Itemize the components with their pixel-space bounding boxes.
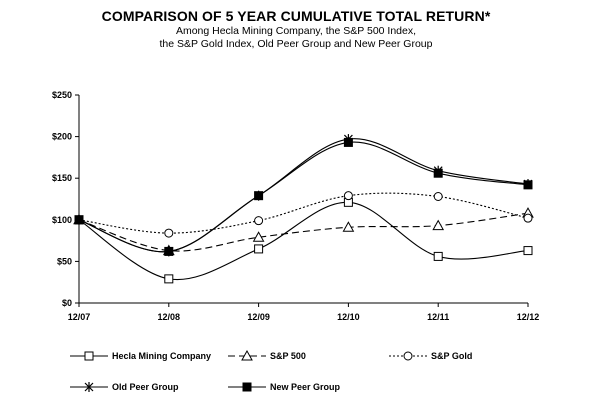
legend-swatch-marker bbox=[242, 382, 252, 392]
legend-item-old-peer-group: Old Peer Group bbox=[70, 382, 179, 392]
legend-item-hecla-mining-company: Hecla Mining Company bbox=[70, 351, 211, 361]
chart-title: COMPARISON OF 5 YEAR CUMULATIVE TOTAL RE… bbox=[101, 8, 491, 24]
legend-item-s-p-gold: S&P Gold bbox=[389, 351, 472, 361]
legend-swatch-marker bbox=[84, 382, 94, 392]
legend-swatch-marker bbox=[84, 351, 94, 361]
series-line-s-p-gold bbox=[78, 192, 529, 234]
y-tick-label: $100 bbox=[52, 215, 72, 225]
x-tick-label: 12/11 bbox=[427, 312, 449, 322]
data-point-s-p-gold bbox=[523, 213, 533, 223]
data-point-new-peer-group bbox=[343, 137, 353, 147]
data-point-new-peer-group bbox=[523, 180, 533, 190]
chart-subtitle-line-1: Among Hecla Mining Company, the S&P 500 … bbox=[175, 25, 417, 37]
data-point-hecla-mining-company bbox=[433, 251, 443, 261]
chart-subtitle-line-2: the S&P Gold Index, Old Peer Group and N… bbox=[159, 38, 433, 50]
data-point-s-p-gold bbox=[433, 192, 443, 202]
legend-item-s-p-500: S&P 500 bbox=[228, 349, 306, 361]
data-point-s-p-gold bbox=[343, 191, 353, 201]
x-tick-label: 12/07 bbox=[68, 312, 91, 322]
legend-label: S&P 500 bbox=[270, 351, 306, 361]
axes: $0 $50 $100 $150 $200 $250 12/07 12/08 12/09 12/1… bbox=[52, 90, 539, 322]
legend-swatch-marker bbox=[403, 351, 413, 361]
series-line-new-peer-group bbox=[78, 141, 529, 253]
data-point-new-peer-group bbox=[433, 168, 443, 178]
legend-swatch-marker bbox=[241, 349, 253, 361]
data-point-hecla-mining-company bbox=[254, 244, 264, 254]
series-line-old-peer-group bbox=[78, 138, 529, 253]
y-tick-label: $200 bbox=[52, 132, 72, 142]
data-point-s-p-500 bbox=[252, 231, 265, 242]
legend-item-new-peer-group: New Peer Group bbox=[228, 382, 341, 392]
data-point-s-p-gold bbox=[164, 228, 174, 238]
data-point-s-p-gold bbox=[254, 216, 264, 226]
y-tick-label: $250 bbox=[52, 90, 72, 100]
data-point-hecla-mining-company bbox=[523, 246, 533, 256]
legend-label: Old Peer Group bbox=[112, 382, 179, 392]
x-tick-label: 12/09 bbox=[247, 312, 270, 322]
y-tick-label: $0 bbox=[62, 298, 72, 308]
y-tick-label: $50 bbox=[57, 256, 72, 266]
legend-label: Hecla Mining Company bbox=[112, 351, 211, 361]
data-point-new-peer-group bbox=[254, 191, 264, 201]
legend-label: S&P Gold bbox=[431, 351, 472, 361]
legend: Hecla Mining Company S&P 500 S&P Gold Old P… bbox=[70, 349, 472, 392]
x-tick-label: 12/10 bbox=[337, 312, 360, 322]
x-tick-label: 12/08 bbox=[158, 312, 181, 322]
data-point-s-p-500 bbox=[432, 219, 445, 231]
series-lines bbox=[73, 134, 534, 284]
series-line-hecla-mining-company bbox=[78, 201, 529, 281]
chart-titles: COMPARISON OF 5 YEAR CUMULATIVE TOTAL RE… bbox=[0, 8, 592, 51]
data-point-new-peer-group bbox=[74, 215, 84, 225]
data-point-new-peer-group bbox=[164, 246, 174, 256]
legend-label: New Peer Group bbox=[270, 382, 341, 392]
data-point-hecla-mining-company bbox=[164, 274, 174, 284]
x-tick-label: 12/12 bbox=[517, 312, 540, 322]
y-tick-label: $150 bbox=[52, 173, 72, 183]
series-line-s-p-500 bbox=[78, 212, 529, 252]
data-point-s-p-500 bbox=[342, 221, 355, 232]
